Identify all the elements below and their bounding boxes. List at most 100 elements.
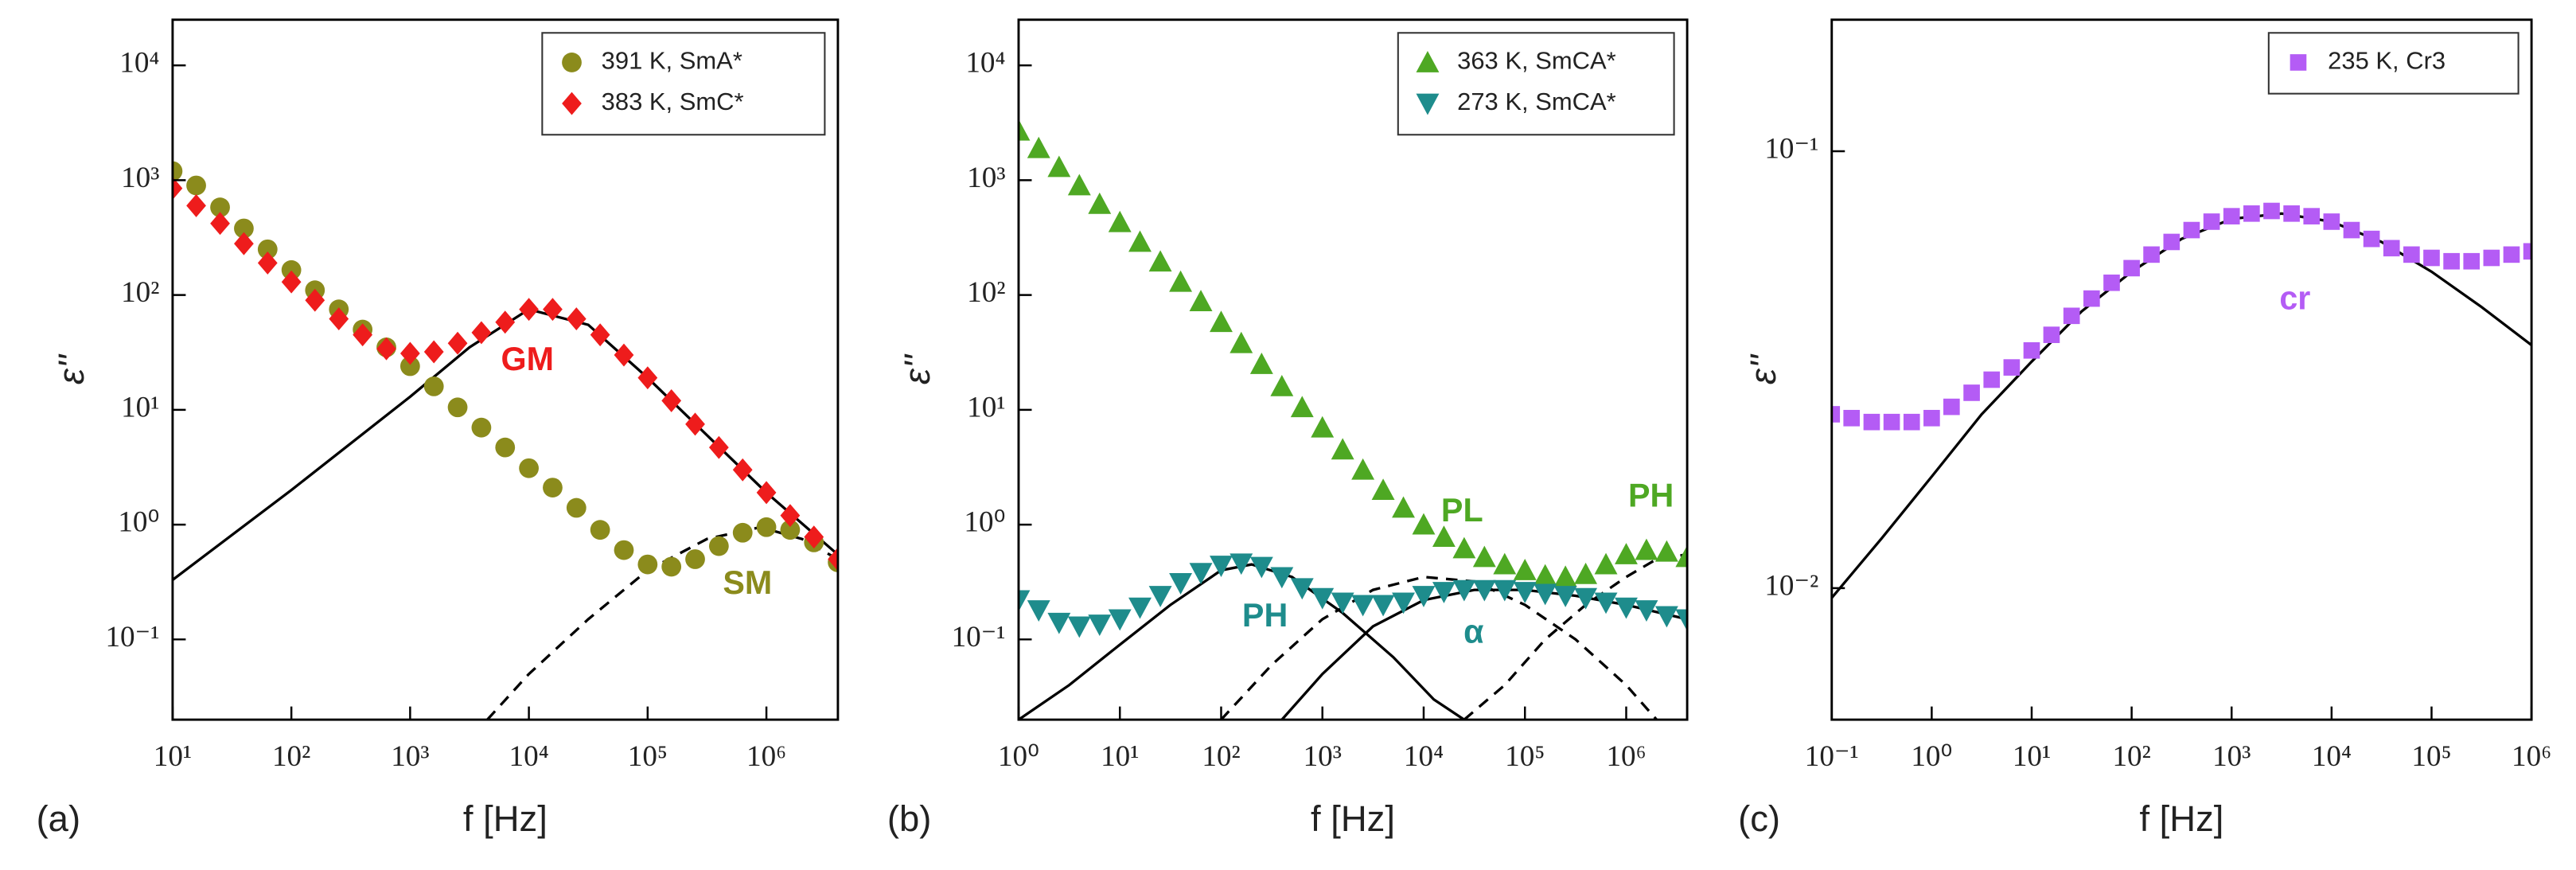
data-point xyxy=(2283,205,2300,222)
x-tick-label: 10² xyxy=(1202,740,1240,773)
y-tick-label: 10⁻¹ xyxy=(1764,133,1818,166)
annotation: GM xyxy=(501,341,554,377)
data-point xyxy=(2143,246,2160,263)
data-point xyxy=(1230,331,1253,353)
data-point xyxy=(1452,536,1476,559)
y-tick-label: 10² xyxy=(121,276,159,309)
x-tick-label: 10² xyxy=(272,740,310,773)
data-point xyxy=(1493,579,1517,602)
y-tick-label: 10⁰ xyxy=(964,506,1005,539)
annotation: PH xyxy=(1242,597,1288,634)
data-point xyxy=(1270,374,1294,396)
data-point xyxy=(2263,202,2280,220)
data-point xyxy=(234,232,254,256)
data-point xyxy=(1230,553,1253,575)
data-point xyxy=(1249,556,1273,579)
data-point xyxy=(1088,614,1112,636)
data-point xyxy=(1018,119,1031,141)
data-point xyxy=(1635,600,1658,622)
data-point xyxy=(1472,579,1496,602)
data-point xyxy=(2123,259,2140,277)
fit-curve xyxy=(172,307,838,581)
data-point xyxy=(257,239,278,259)
data-point xyxy=(1290,396,1314,418)
data-point xyxy=(1088,192,1112,214)
annotation: α xyxy=(1463,614,1483,650)
x-tick-label: 10⁴ xyxy=(1404,740,1444,773)
legend-marker xyxy=(2290,54,2307,71)
data-point xyxy=(423,340,444,364)
data-point xyxy=(756,517,777,537)
data-point xyxy=(637,366,658,390)
data-point xyxy=(1027,136,1050,158)
data-point xyxy=(661,388,682,412)
data-point xyxy=(1903,413,1920,431)
data-point xyxy=(1331,592,1354,614)
fit-curve xyxy=(1018,563,1465,720)
data-point xyxy=(2003,359,2021,376)
y-tick-label: 10³ xyxy=(121,162,159,194)
data-point xyxy=(1534,583,1557,606)
data-point xyxy=(2243,205,2260,222)
data-point xyxy=(1331,438,1354,460)
data-point xyxy=(1432,582,1456,603)
data-point xyxy=(495,437,516,458)
axes-frame xyxy=(171,18,840,721)
data-point xyxy=(1270,567,1294,589)
data-point xyxy=(471,417,492,438)
axes-frame xyxy=(1017,18,1689,721)
data-point xyxy=(2163,233,2180,251)
data-point xyxy=(685,412,705,436)
data-point xyxy=(519,458,539,478)
data-point xyxy=(2483,249,2500,267)
y-tick-label: 10⁰ xyxy=(118,506,159,539)
legend-marker xyxy=(562,53,582,72)
data-point xyxy=(210,212,230,236)
data-point xyxy=(1027,600,1050,622)
x-tick-label: 10⁰ xyxy=(1911,740,1952,773)
legend-marker xyxy=(1416,93,1440,115)
data-point xyxy=(2183,221,2200,239)
data-point xyxy=(1983,371,2001,388)
legend-label: 391 K, SmA* xyxy=(602,47,742,75)
data-point xyxy=(1351,595,1375,617)
data-point xyxy=(1923,409,1940,427)
x-tick-label: 10¹ xyxy=(154,740,192,773)
annotation: SM xyxy=(723,564,772,601)
y-tick-label: 10³ xyxy=(967,162,1005,194)
data-point xyxy=(519,298,539,322)
legend-box xyxy=(541,32,826,136)
data-point xyxy=(2343,221,2360,239)
data-point xyxy=(1210,556,1233,577)
x-tick-label: 10⁶ xyxy=(2512,740,2551,773)
data-point xyxy=(2383,240,2400,257)
x-tick-label: 10⁰ xyxy=(998,740,1039,773)
data-point xyxy=(1654,540,1678,562)
legend-label: 273 K, SmCA* xyxy=(1457,88,1616,115)
data-point xyxy=(1189,290,1213,312)
plot-area xyxy=(172,161,838,720)
data-point xyxy=(495,310,516,334)
data-point xyxy=(1148,250,1172,272)
data-point xyxy=(281,259,302,280)
legend-label: 383 K, SmC* xyxy=(602,88,744,115)
panel-label: (a) xyxy=(37,798,81,839)
legend-label: 363 K, SmCA* xyxy=(1457,47,1616,75)
data-point xyxy=(1493,552,1517,575)
plot-area xyxy=(1018,119,1688,720)
data-point xyxy=(2363,230,2380,248)
data-point xyxy=(1047,612,1071,634)
data-point xyxy=(1108,210,1132,232)
data-point xyxy=(1574,562,1598,584)
data-point xyxy=(1635,538,1658,560)
data-point xyxy=(172,161,183,181)
data-point xyxy=(1654,606,1678,628)
data-point xyxy=(780,520,801,540)
y-tick-label: 10¹ xyxy=(967,391,1005,423)
data-point xyxy=(2463,252,2481,270)
data-point xyxy=(566,307,587,331)
y-tick-label: 10⁴ xyxy=(119,47,159,80)
y-axis-label: ε'' xyxy=(1743,353,1783,384)
data-point xyxy=(447,331,468,355)
